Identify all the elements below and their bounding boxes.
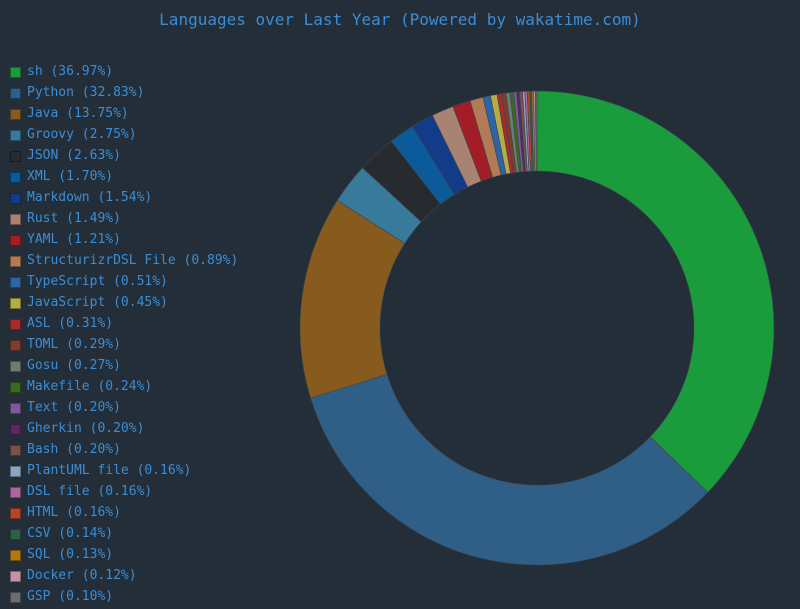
legend-label: Gosu (0.27%) — [27, 358, 121, 373]
legend-swatch — [10, 67, 21, 78]
legend-swatch — [10, 361, 21, 372]
legend-swatch — [10, 550, 21, 561]
legend-swatch — [10, 508, 21, 519]
legend-label: SQL (0.13%) — [27, 547, 114, 562]
legend-label: JSON (2.63%) — [27, 148, 121, 163]
legend-label: Bash (0.20%) — [27, 442, 121, 457]
legend-swatch — [10, 130, 21, 141]
legend-swatch — [10, 193, 21, 204]
legend-label: Python (32.83%) — [27, 85, 145, 100]
legend-label: Text (0.20%) — [27, 400, 121, 415]
chart-title: Languages over Last Year (Powered by wak… — [159, 10, 641, 29]
legend-swatch — [10, 340, 21, 351]
legend-swatch — [10, 487, 21, 498]
legend-swatch — [10, 151, 21, 162]
legend-swatch — [10, 109, 21, 120]
legend-swatch — [10, 172, 21, 183]
legend-label: StructurizrDSL File (0.89%) — [27, 253, 239, 268]
legend-label: YAML (1.21%) — [27, 232, 121, 247]
legend-label: Java (13.75%) — [27, 106, 129, 121]
legend-label: Gherkin (0.20%) — [27, 421, 145, 436]
legend-swatch — [10, 235, 21, 246]
slice-gsp — [535, 90, 538, 172]
legend-label: TypeScript (0.51%) — [27, 274, 168, 289]
legend-swatch — [10, 403, 21, 414]
legend-swatch — [10, 256, 21, 267]
slice-python — [310, 374, 709, 566]
legend-label: ASL (0.31%) — [27, 316, 114, 331]
legend-label: sh (36.97%) — [27, 64, 114, 79]
legend-swatch — [10, 445, 21, 456]
legend-swatch — [10, 298, 21, 309]
legend-swatch — [10, 277, 21, 288]
legend-swatch — [10, 214, 21, 225]
legend-label: CSV (0.14%) — [27, 526, 114, 541]
legend-label: XML (1.70%) — [27, 169, 114, 184]
legend-label: DSL file (0.16%) — [27, 484, 153, 499]
legend-label: Docker (0.12%) — [27, 568, 137, 583]
legend-label: Rust (1.49%) — [27, 211, 121, 226]
legend-label: JavaScript (0.45%) — [27, 295, 168, 310]
legend-swatch — [10, 424, 21, 435]
legend-swatch — [10, 529, 21, 540]
legend-label: PlantUML file (0.16%) — [27, 463, 192, 478]
legend-label: HTML (0.16%) — [27, 505, 121, 520]
legend-label: Markdown (1.54%) — [27, 190, 153, 205]
legend-swatch — [10, 382, 21, 393]
legend-swatch — [10, 571, 21, 582]
slice-sh — [536, 90, 775, 493]
legend-label: Groovy (2.75%) — [27, 127, 137, 142]
legend-swatch — [10, 466, 21, 477]
legend-label: TOML (0.29%) — [27, 337, 121, 352]
legend-label: Makefile (0.24%) — [27, 379, 153, 394]
legend-swatch — [10, 319, 21, 330]
legend-swatch — [10, 88, 21, 99]
